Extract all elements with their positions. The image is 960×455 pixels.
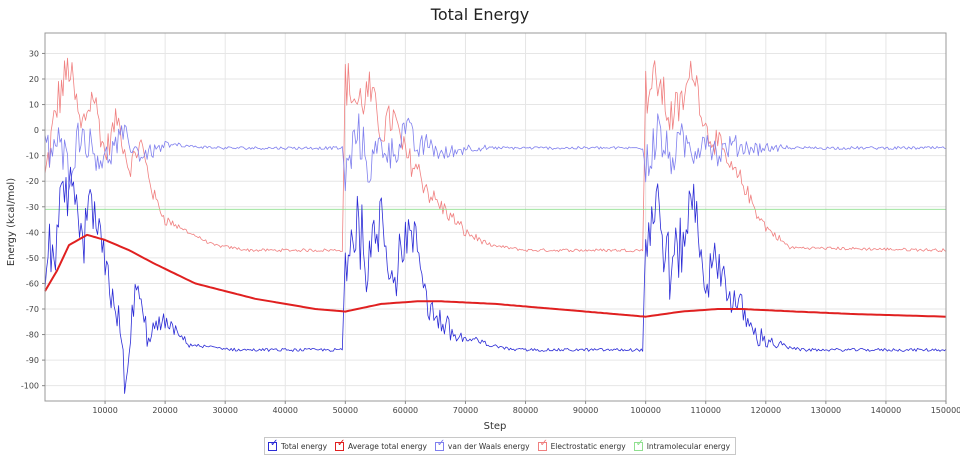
y-tick-label: -30: [26, 203, 39, 212]
x-axis-label: Step: [484, 421, 507, 432]
y-tick-label: -20: [26, 177, 39, 186]
check-icon: ✓: [270, 437, 279, 449]
axis-layer: 10000 20000 30000 40000 50000 60000 70000 80000…: [21, 32, 960, 415]
series-line-van-der-waals-energy: [44, 113, 947, 192]
legend-item[interactable]: ✓ Electrostatic energy: [535, 438, 631, 454]
checkbox-icon[interactable]: ✓: [434, 437, 446, 451]
chart-legend: ✓ Total energy ✓ Average total energy ✓ van d…: [264, 437, 737, 455]
x-tick-label: 50000: [333, 406, 358, 415]
check-icon: ✓: [635, 437, 645, 449]
legend-item[interactable]: ✓ Average total energy: [332, 438, 432, 454]
legend-label: Intramolecular energy: [646, 441, 731, 451]
y-axis-label: Energy (kcal/mol): [6, 178, 17, 266]
x-tick-label: 20000: [152, 406, 177, 415]
x-tick-label: 40000: [273, 406, 298, 415]
y-tick-label: 0: [34, 126, 39, 135]
x-tick-label: 60000: [393, 406, 418, 415]
x-tick-label: 120000: [751, 406, 782, 415]
chart-title: Total Energy: [430, 5, 530, 24]
x-tick-label: 110000: [690, 406, 721, 415]
x-tick-label: 10000: [92, 406, 117, 415]
x-tick-label: 130000: [811, 406, 842, 415]
y-tick-label: -80: [26, 331, 39, 340]
checkbox-icon[interactable]: ✓: [268, 437, 279, 451]
y-tick-label: 30: [29, 49, 39, 58]
x-tick-label: 140000: [871, 406, 902, 415]
check-icon: ✓: [337, 437, 346, 449]
y-tick-label: 20: [29, 75, 39, 84]
check-icon: ✓: [539, 437, 548, 449]
grid-layer: [45, 33, 947, 401]
legend-item[interactable]: ✓ Total energy: [265, 438, 332, 454]
check-icon: ✓: [436, 437, 446, 449]
x-tick-label: 80000: [513, 406, 538, 415]
plot-frame: [44, 32, 947, 402]
series-layer: [44, 57, 947, 394]
series-line-average-total-energy: [44, 233, 947, 318]
x-tick-label: 30000: [212, 406, 237, 415]
x-tick-label: 150000: [931, 406, 960, 415]
legend-label: Average total energy: [348, 441, 427, 451]
y-tick-label: 10: [29, 101, 39, 110]
x-tick-label: 100000: [630, 406, 661, 415]
legend-label: van der Waals energy: [447, 441, 530, 451]
legend-label: Electrostatic energy: [550, 441, 626, 451]
checkbox-icon[interactable]: ✓: [335, 437, 346, 451]
checkbox-icon[interactable]: ✓: [633, 437, 645, 451]
x-tick-label: 70000: [453, 406, 478, 415]
y-tick-label: -10: [26, 152, 39, 161]
series-line-total-energy: [44, 166, 947, 394]
y-tick-label: -70: [26, 305, 39, 314]
y-tick-label: -50: [26, 254, 39, 263]
series-line-electrostatic-energy: [44, 57, 947, 253]
legend-label: Total energy: [281, 441, 328, 451]
y-tick-label: -90: [26, 356, 39, 365]
y-tick-label: -100: [21, 382, 39, 391]
y-tick-label: -40: [26, 228, 39, 237]
y-tick-label: -60: [26, 279, 39, 288]
legend-item[interactable]: ✓ Intramolecular energy: [631, 438, 735, 454]
legend-item[interactable]: ✓ van der Waals energy: [432, 438, 535, 454]
x-tick-label: 90000: [573, 406, 598, 415]
checkbox-icon[interactable]: ✓: [537, 437, 548, 451]
